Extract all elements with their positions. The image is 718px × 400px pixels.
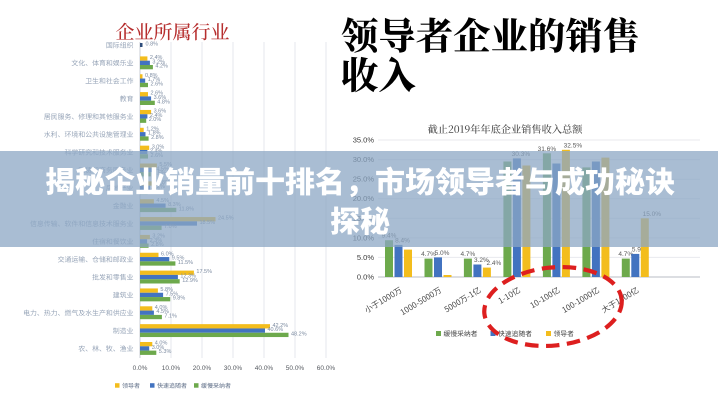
svg-text:6.0%: 6.0% (161, 251, 174, 257)
svg-text:2.6%: 2.6% (151, 82, 164, 88)
svg-text:4.7%: 4.7% (421, 251, 436, 258)
svg-text:1.8%: 1.8% (148, 131, 161, 137)
svg-text:42.2%: 42.2% (273, 323, 289, 329)
svg-text:32.5%: 32.5% (564, 142, 583, 149)
svg-text:1.2%: 1.2% (146, 126, 159, 132)
svg-text:3.0%: 3.0% (152, 144, 165, 150)
svg-text:4.7%: 4.7% (460, 251, 475, 258)
svg-text:7.1%: 7.1% (164, 314, 177, 320)
svg-text:2.6%: 2.6% (151, 91, 164, 97)
svg-text:12.9%: 12.9% (182, 278, 198, 284)
svg-text:31.6%: 31.6% (538, 146, 557, 153)
svg-text:5.8%: 5.8% (160, 287, 173, 293)
svg-text:20.0%: 20.0% (193, 365, 212, 372)
svg-text:60.0%: 60.0% (317, 365, 336, 372)
svg-text:5.9%: 5.9% (632, 246, 647, 253)
svg-text:5.0%: 5.0% (435, 250, 450, 257)
svg-text:3.2%: 3.2% (152, 59, 165, 65)
svg-text:0.0%: 0.0% (357, 273, 374, 282)
svg-text:7.5%: 7.5% (166, 291, 179, 297)
svg-text:2.0%: 2.0% (149, 117, 162, 123)
svg-text:2.4%: 2.4% (150, 113, 163, 119)
svg-text:4.5%: 4.5% (156, 309, 169, 315)
svg-text:4.0%: 4.0% (155, 341, 168, 347)
svg-text:40.0%: 40.0% (255, 365, 274, 372)
svg-text:40.6%: 40.6% (268, 327, 284, 333)
svg-text:48.2%: 48.2% (291, 331, 307, 337)
svg-text:5.0%: 5.0% (357, 253, 374, 262)
svg-text:3.0%: 3.0% (152, 345, 165, 351)
svg-text:17.5%: 17.5% (196, 269, 212, 275)
svg-text:4.0%: 4.0% (155, 305, 168, 311)
svg-text:2.4%: 2.4% (150, 55, 163, 61)
svg-text:0.8%: 0.8% (146, 42, 159, 48)
svg-text:1.7%: 1.7% (148, 77, 161, 83)
svg-text:12.3%: 12.3% (180, 274, 196, 280)
svg-text:4.7%: 4.7% (618, 251, 633, 258)
svg-text:0.8%: 0.8% (145, 73, 158, 79)
svg-text:35.0%: 35.0% (353, 136, 375, 145)
svg-text:0.0%: 0.0% (133, 365, 148, 372)
svg-text:3.6%: 3.6% (154, 95, 167, 101)
svg-text:10.0%: 10.0% (162, 365, 181, 372)
svg-text:11.5%: 11.5% (178, 260, 193, 266)
svg-text:5.3%: 5.3% (159, 349, 172, 355)
svg-text:2.8%: 2.8% (151, 135, 164, 141)
svg-text:50.0%: 50.0% (286, 365, 305, 372)
svg-text:4.2%: 4.2% (155, 64, 168, 70)
svg-text:9.8%: 9.8% (173, 296, 186, 302)
svg-text:30.0%: 30.0% (224, 365, 243, 372)
svg-text:9.5%: 9.5% (172, 256, 185, 262)
svg-text:4.8%: 4.8% (157, 99, 170, 105)
svg-text:2.4%: 2.4% (486, 260, 501, 267)
svg-text:3.2%: 3.2% (474, 257, 489, 264)
svg-text:3.6%: 3.6% (154, 109, 167, 115)
